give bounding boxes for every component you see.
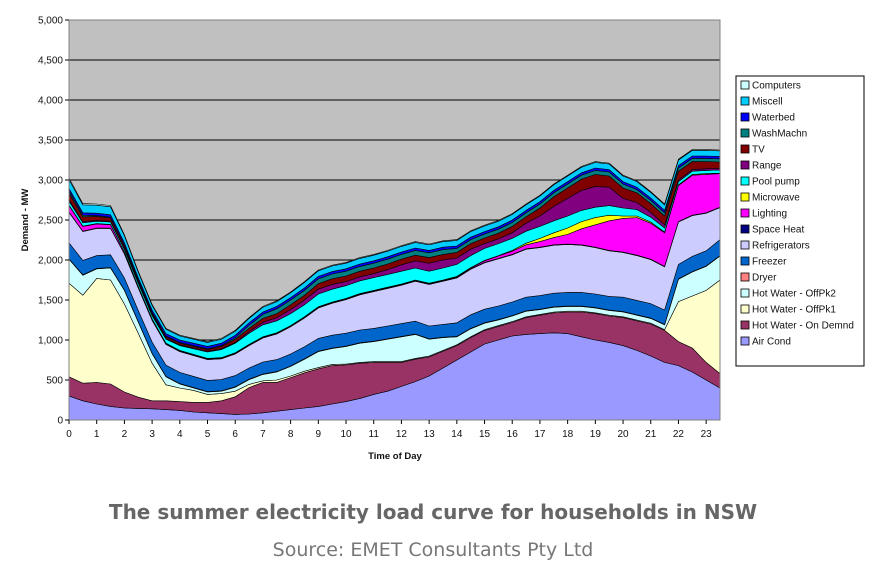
legend-label-range: Range: [752, 161, 782, 172]
y-tick-label: 1,500: [38, 296, 63, 307]
legend-swatch-hot-water-offpk2: [740, 288, 750, 298]
x-tick-label: 12: [396, 429, 408, 440]
caption-title: The summer electricity load curve for ho…: [108, 500, 758, 524]
legend-label-miscell: Miscell: [752, 97, 783, 108]
legend-swatch-pool-pump: [740, 176, 750, 186]
legend: Computers Miscell Waterbed WashMachn TV Range…: [735, 75, 865, 367]
x-tick-label: 8: [288, 429, 294, 440]
legend-swatch-dryer: [740, 272, 750, 282]
y-tick-label: 4,000: [38, 96, 63, 107]
legend-label-waterbed: Waterbed: [752, 113, 795, 124]
y-tick-label: 1,000: [38, 336, 63, 347]
y-tick-label: 500: [46, 376, 63, 387]
legend-label-hot-water-offpk1: Hot Water - OffPk1: [752, 305, 836, 316]
x-tick-label: 20: [617, 429, 629, 440]
legend-swatch-waterbed: [740, 112, 750, 122]
x-tick-label: 13: [424, 429, 436, 440]
legend-label-tv: TV: [752, 145, 765, 156]
legend-label-lighting: Lighting: [752, 209, 787, 220]
y-tick-label: 4,500: [38, 56, 63, 67]
stacked-areas: [68, 149, 721, 421]
x-axis-title: Time of Day: [368, 451, 422, 462]
legend-label-hot-water-on-demnd: Hot Water - On Demnd: [752, 321, 854, 332]
legend-label-air-cond: Air Cond: [752, 337, 791, 348]
x-tick-label: 1: [94, 429, 100, 440]
load-curve-chart: 0 500 1,000 1,500 2,000 2,500 3,000 3,500 4,000 4…: [20, 16, 865, 462]
legend-swatch-refrigerators: [740, 240, 750, 250]
y-axis-title: Demand - MW: [20, 189, 31, 252]
x-tick-label: 9: [316, 429, 322, 440]
x-tick-label: 3: [149, 429, 155, 440]
legend-swatch-freezer: [740, 256, 750, 266]
x-tick-label: 0: [66, 429, 72, 440]
x-tick-label: 6: [232, 429, 238, 440]
y-tick-label: 2,500: [38, 216, 63, 227]
x-tick-label: 15: [479, 429, 491, 440]
legend-label-hot-water-offpk2: Hot Water - OffPk2: [752, 289, 836, 300]
legend-label-washmachn: WashMachn: [752, 129, 807, 140]
legend-swatch-miscell: [740, 96, 750, 106]
legend-label-pool-pump: Pool pump: [752, 177, 800, 188]
legend-label-freezer: Freezer: [752, 257, 787, 268]
legend-label-computers: Computers: [752, 81, 801, 92]
legend-label-dryer: Dryer: [752, 273, 777, 284]
y-tick-label: 0: [57, 416, 63, 427]
x-tick-label: 7: [260, 429, 266, 440]
legend-swatch-space-heat: [740, 224, 750, 234]
caption-source: Source: EMET Consultants Pty Ltd: [272, 539, 594, 561]
x-tick-label: 22: [673, 429, 685, 440]
x-tick-label: 4: [177, 429, 183, 440]
legend-swatch-computers: [740, 80, 750, 90]
y-tick-labels: 0 500 1,000 1,500 2,000 2,500 3,000 3,500 4,000 4…: [38, 16, 69, 427]
legend-label-microwave: Microwave: [752, 193, 800, 204]
legend-swatch-microwave: [740, 192, 750, 202]
legend-swatch-tv: [740, 144, 750, 154]
y-tick-label: 2,000: [38, 256, 63, 267]
x-tick-label: 19: [590, 429, 602, 440]
x-tick-label: 16: [507, 429, 519, 440]
y-tick-label: 5,000: [38, 16, 63, 27]
legend-label-space-heat: Space Heat: [752, 225, 804, 236]
legend-swatch-hot-water-on-demnd: [740, 320, 750, 330]
x-tick-label: 10: [340, 429, 352, 440]
x-tick-label: 11: [369, 429, 380, 440]
legend-box: [735, 75, 865, 367]
x-tick-label: 5: [205, 429, 211, 440]
x-tick-labels: 0 1 2 3 4 5 6 7 8 9 10 11 12 13 14 15 16 17 18 19 20 21 22 23: [66, 420, 712, 440]
legend-swatch-air-cond: [740, 336, 750, 346]
y-tick-label: 3,000: [38, 176, 63, 187]
x-tick-label: 18: [562, 429, 574, 440]
legend-label-refrigerators: Refrigerators: [752, 241, 810, 252]
legend-swatch-washmachn: [740, 128, 750, 138]
x-tick-label: 23: [701, 429, 713, 440]
x-tick-label: 14: [451, 429, 463, 440]
legend-swatch-range: [740, 160, 750, 170]
legend-swatch-lighting: [740, 208, 750, 218]
y-tick-label: 3,500: [38, 136, 63, 147]
x-tick-label: 21: [645, 429, 657, 440]
x-tick-label: 2: [122, 429, 128, 440]
legend-swatch-hot-water-offpk1: [740, 304, 750, 314]
x-tick-label: 17: [534, 429, 546, 440]
